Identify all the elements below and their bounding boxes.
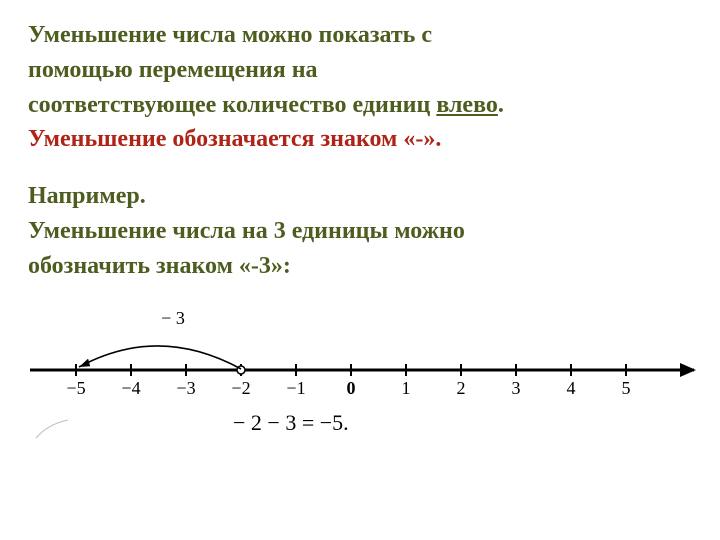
p1-line1: Уменьшение числа можно показать с — [28, 22, 432, 48]
svg-text:−4: −4 — [121, 378, 140, 398]
p1-line3c: . — [498, 92, 504, 118]
svg-text:5: 5 — [622, 378, 631, 398]
p2-line1: Например. — [28, 183, 146, 209]
number-line-svg: −5 −4 −3 −2 −1 0 1 2 3 4 5 − 3 − 2 − 3 = −5. — [18, 302, 708, 442]
p1-line3-underline: влево — [436, 92, 498, 118]
p1-line2: помощью перемещения на — [28, 57, 318, 83]
p2-line2: Уменьшение числа на 3 единицы можно — [28, 218, 465, 244]
svg-text:1: 1 — [402, 378, 411, 398]
svg-text:2: 2 — [457, 378, 466, 398]
svg-text:− 2 − 3 = −5.: − 2 − 3 = −5. — [233, 410, 349, 435]
p1-line4: Уменьшение обозначается знаком «-». — [28, 126, 441, 152]
svg-text:−5: −5 — [66, 378, 85, 398]
svg-text:− 3: − 3 — [161, 308, 185, 328]
svg-text:−3: −3 — [176, 378, 195, 398]
svg-text:4: 4 — [567, 378, 576, 398]
svg-text:3: 3 — [512, 378, 521, 398]
svg-text:−1: −1 — [286, 378, 305, 398]
p1-line3a: соответствующее количество единиц — [28, 92, 436, 118]
paragraph-1: Уменьшение числа можно показать с помощь… — [28, 18, 692, 157]
slide: Уменьшение числа можно показать с помощь… — [0, 0, 720, 452]
p2-line3: обозначить знаком «-3»: — [28, 253, 291, 279]
svg-text:0: 0 — [347, 378, 356, 398]
number-line-diagram: −5 −4 −3 −2 −1 0 1 2 3 4 5 − 3 − 2 − 3 = −5. — [18, 302, 692, 442]
svg-text:−2: −2 — [231, 378, 250, 398]
spacer — [28, 157, 692, 179]
paragraph-2: Например. Уменьшение числа на 3 единицы … — [28, 179, 692, 283]
